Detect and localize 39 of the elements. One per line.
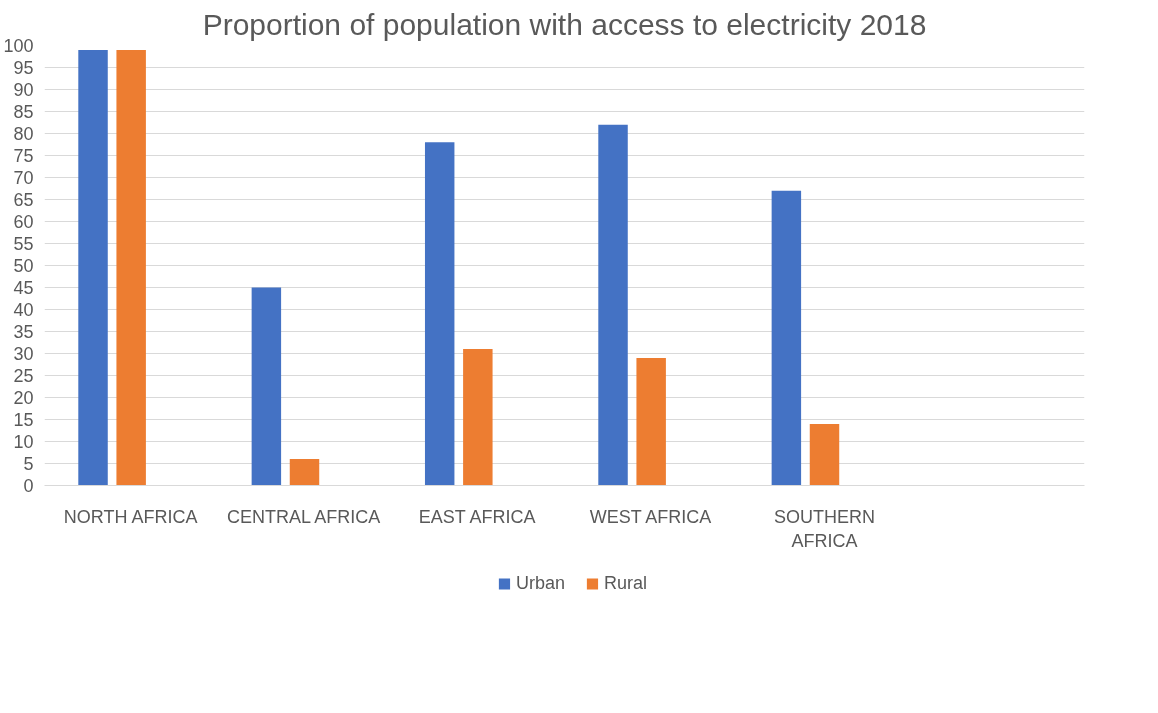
y-tick-label: 90 [13, 80, 34, 100]
y-tick-label: 20 [13, 388, 34, 408]
x-tick-label: WEST AFRICA [589, 506, 712, 527]
bar [463, 349, 493, 486]
y-tick-label: 0 [23, 476, 34, 496]
bar [116, 49, 146, 486]
y-tick-label: 70 [13, 168, 34, 188]
y-tick-label: 75 [13, 146, 34, 166]
y-tick-label: 95 [13, 58, 34, 78]
bar [809, 423, 840, 486]
y-tick-label: 25 [13, 366, 34, 386]
y-tick-label: 30 [13, 344, 34, 364]
y-tick-label: 55 [13, 234, 34, 254]
bar [598, 124, 628, 486]
legend-label: Rural [604, 572, 648, 594]
y-tick-label: 65 [13, 190, 34, 210]
y-tick-label: 80 [13, 124, 34, 144]
bar [424, 142, 455, 486]
y-tick-label: 60 [13, 212, 34, 232]
bar [289, 459, 320, 486]
y-tick-label: 100 [3, 36, 34, 56]
y-tick-label: 85 [13, 102, 34, 122]
x-tick-label: SOUTHERN AFRICA [774, 506, 876, 551]
x-tick-label: NORTH AFRICA [63, 506, 198, 527]
y-tick-label: 35 [13, 322, 34, 342]
y-tick-label: 10 [13, 432, 34, 452]
x-tick-label: EAST AFRICA [418, 506, 536, 527]
y-tick-label: 45 [13, 278, 34, 298]
bar [771, 190, 802, 486]
bar [636, 357, 666, 486]
x-tick-label: CENTRAL AFRICA [226, 506, 381, 527]
bar [251, 287, 282, 486]
y-tick-label: 40 [13, 300, 34, 320]
y-tick-label: 50 [13, 256, 34, 276]
y-tick-label: 15 [13, 410, 34, 430]
bar [78, 49, 108, 486]
y-tick-label: 5 [23, 454, 34, 474]
legend-label: Urban [515, 572, 566, 594]
chart-title: Proportion of population with access to electricity 2018 [202, 7, 927, 41]
